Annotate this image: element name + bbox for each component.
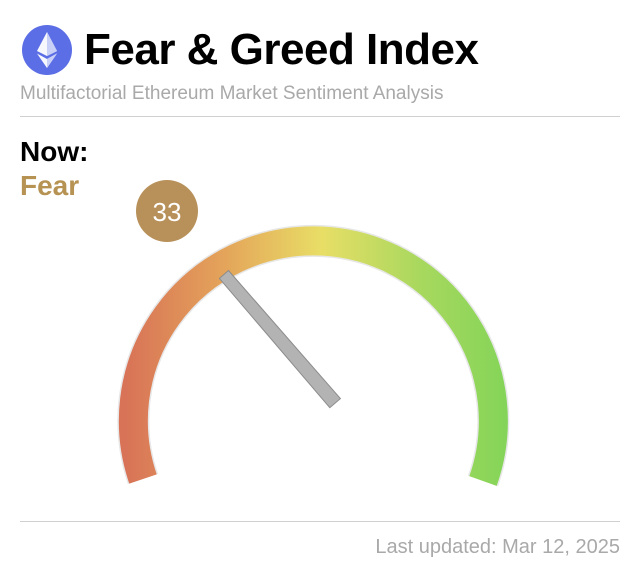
gauge-arc-fill <box>118 226 508 486</box>
header: Fear & Greed Index <box>20 22 620 78</box>
ethereum-icon <box>22 25 72 75</box>
value-text: 33 <box>153 197 182 227</box>
last-updated-label: Last updated: <box>375 536 497 558</box>
last-updated-date: Mar 12, 2025 <box>502 536 620 558</box>
footer-divider <box>20 521 620 522</box>
gauge-needle <box>218 269 342 409</box>
last-updated: Last updated: Mar 12, 2025 <box>375 536 620 559</box>
page-subtitle: Multifactorial Ethereum Market Sentiment… <box>20 83 444 104</box>
header-divider <box>20 116 620 117</box>
sentiment-label: Fear <box>20 170 80 201</box>
value-badge <box>136 180 198 242</box>
page-title: Fear & Greed Index <box>84 25 479 74</box>
now-label: Now: <box>20 136 89 167</box>
